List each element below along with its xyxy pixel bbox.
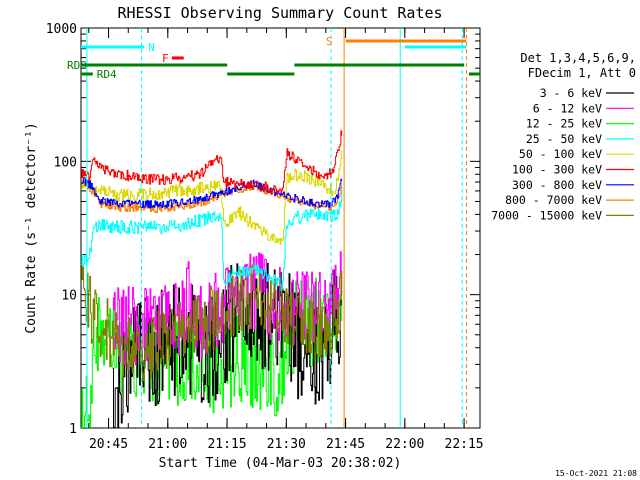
legend-label-5: 100 - 300 keV	[512, 163, 602, 177]
legend-label-2: 12 - 25 keV	[526, 117, 602, 131]
plot-area: 1 10 100 1000 20:45 21:00 21:15 21:30 21:45 22:00…	[46, 22, 484, 452]
x-tick-label: 21:30	[267, 437, 306, 452]
legend-label-4: 50 - 100 keV	[519, 147, 602, 161]
y-tick-label: 10	[61, 289, 77, 304]
annotation-rd9: RD9	[67, 59, 87, 72]
series-line-6	[81, 177, 343, 209]
annotation-n: N	[148, 41, 155, 54]
legend-label-1: 6 - 12 keV	[533, 101, 602, 115]
x-tick-label: 21:45	[326, 437, 365, 452]
series-line-3	[81, 189, 343, 291]
y-tick-label: 1	[69, 422, 77, 437]
annotation-f: F	[162, 52, 169, 65]
series-line-1	[112, 251, 342, 366]
series-line-4	[81, 150, 343, 245]
plot-frame	[80, 27, 481, 429]
legend-label-6: 300 - 800 keV	[512, 178, 602, 192]
y-tick-label: 1000	[46, 22, 77, 37]
x-tick-label: 21:00	[148, 437, 187, 452]
legend-header-1: Det 1,3,4,5,6,9,	[520, 51, 636, 65]
legend-label-3: 25 - 50 keV	[526, 132, 602, 146]
x-tick-label: 22:15	[445, 437, 484, 452]
legend-label-7: 800 - 7000 keV	[505, 193, 602, 207]
x-tick-label: 21:15	[207, 437, 246, 452]
x-axis-label: Start Time (04-Mar-03 20:38:02)	[159, 456, 402, 471]
annotation-rd4: RD4	[97, 68, 117, 81]
legend-header-2: FDecim 1, Att 0	[528, 66, 636, 80]
timestamp: 15-Oct-2021 21:08	[555, 469, 637, 478]
y-tick-label: 100	[54, 155, 77, 170]
x-tick-label: 20:45	[89, 437, 128, 452]
y-axis-label: Count Rate (s⁻¹ detector⁻¹)	[24, 122, 39, 333]
legend: Det 1,3,4,5,6,9, FDecim 1, Att 0 3 - 6 k…	[491, 51, 636, 222]
series-line-8	[81, 260, 343, 382]
legend-label-8: 7000 - 15000 keV	[491, 208, 602, 222]
series-line-5	[81, 130, 343, 195]
legend-label-0: 3 - 6 keV	[540, 86, 602, 100]
annotation-s: S	[326, 35, 333, 48]
x-tick-label: 22:00	[385, 437, 424, 452]
chart-title: RHESSI Observing Summary Count Rates	[117, 4, 442, 22]
